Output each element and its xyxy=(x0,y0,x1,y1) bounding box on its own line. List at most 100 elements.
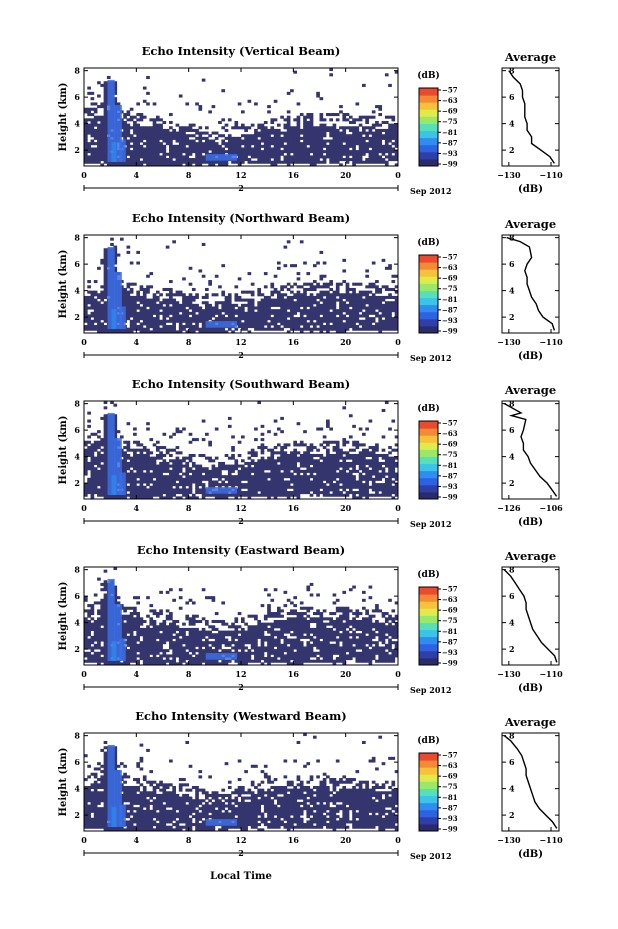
y-tick-label: 4 xyxy=(74,119,80,129)
colorbar-segment xyxy=(419,491,438,500)
x-tick-label: 0 xyxy=(395,503,401,513)
colorbar-segment xyxy=(419,802,438,811)
profile-x-tick-label: −110 xyxy=(539,835,563,845)
profile-x-tick-label: −130 xyxy=(497,835,521,845)
profile-frame xyxy=(501,566,560,666)
profile-x-tick-label: −130 xyxy=(497,337,521,347)
colorbar-segment xyxy=(419,311,438,320)
date-day-label: 2 xyxy=(238,516,244,526)
colorbar-segment xyxy=(419,484,438,493)
profile-title: Average xyxy=(504,383,556,397)
profile-title: Average xyxy=(504,50,556,64)
profile-x-label: (dB) xyxy=(518,351,543,362)
profile-y-tick-label: 6 xyxy=(509,757,515,767)
profile-y-tick-label: 6 xyxy=(509,591,515,601)
profile-y-tick-label: 2 xyxy=(509,644,515,654)
x-tick-label: 20 xyxy=(340,337,352,347)
colorbar-tick-label: −99 xyxy=(442,493,458,502)
x-tick-label: 8 xyxy=(186,170,192,180)
y-tick-label: 4 xyxy=(74,618,80,628)
colorbar-segment xyxy=(419,781,438,789)
x-axis-label: Local Time xyxy=(210,871,272,882)
colorbar-segment xyxy=(419,276,438,284)
profile-y-tick-label: 8 xyxy=(509,66,515,76)
y-axis-label: Height (km) xyxy=(58,582,69,651)
profile-y-tick-label: 8 xyxy=(509,565,515,575)
profile-x-tick-label: −110 xyxy=(539,669,563,679)
colorbar-segment xyxy=(419,137,438,146)
colorbar-tick-label: −69 xyxy=(442,274,458,283)
profile-y-tick-label: 8 xyxy=(509,233,515,243)
profile-x-label: (dB) xyxy=(518,517,543,528)
y-tick-label: 6 xyxy=(74,757,80,767)
date-day-label: 2 xyxy=(238,848,244,858)
colorbar-frame xyxy=(418,752,439,832)
profile-title: Average xyxy=(504,549,556,563)
colorbar-segment xyxy=(419,144,438,153)
colorbar-segment xyxy=(419,622,438,631)
panel-3: Echo Intensity (Eastward Beam) 2 4 6 8 Height… xyxy=(58,543,563,695)
colorbar-segment xyxy=(419,767,438,775)
profile-line xyxy=(504,402,558,497)
x-tick-label: 20 xyxy=(340,669,352,679)
colorbar-tick-label: −87 xyxy=(442,138,458,147)
colorbar-tick-label: −87 xyxy=(442,803,458,812)
profile-y-tick-label: 6 xyxy=(509,425,515,435)
x-tick-label: 12 xyxy=(235,170,246,180)
colorbar-tick-label: −87 xyxy=(442,637,458,646)
profile-title: Average xyxy=(504,217,556,231)
colorbar-frame xyxy=(418,87,439,167)
profile-y-tick-label: 6 xyxy=(509,259,515,269)
y-axis-label: Height (km) xyxy=(58,748,69,817)
colorbar-segment xyxy=(419,823,438,832)
colorbar-segment xyxy=(419,809,438,818)
x-tick-label: 4 xyxy=(134,337,140,347)
colorbar-segment xyxy=(419,615,438,623)
y-tick-label: 8 xyxy=(74,233,80,243)
profile-x-tick-label: −126 xyxy=(497,503,521,513)
colorbar-segment xyxy=(419,774,438,782)
colorbar-segment xyxy=(419,594,438,602)
colorbar-tick-label: −75 xyxy=(442,450,458,459)
colorbar-segment xyxy=(419,449,438,457)
y-tick-label: 6 xyxy=(74,259,80,269)
date-day-label: 2 xyxy=(238,682,244,692)
colorbar-tick-label: −99 xyxy=(442,160,458,169)
y-tick-label: 4 xyxy=(74,784,80,794)
profile-y-tick-label: 2 xyxy=(509,810,515,820)
colorbar-segment xyxy=(419,816,438,825)
date-label: Sep 2012 xyxy=(410,353,452,363)
x-tick-label: 0 xyxy=(395,170,401,180)
colorbar-tick-label: −99 xyxy=(442,659,458,668)
x-tick-label: 16 xyxy=(288,669,300,679)
x-tick-label: 4 xyxy=(134,669,140,679)
colorbar-tick-label: −57 xyxy=(442,86,458,95)
x-tick-label: 8 xyxy=(186,337,192,347)
colorbar-tick-label: −99 xyxy=(442,327,458,336)
colorbar-tick-label: −81 xyxy=(442,793,458,802)
panel-title: Echo Intensity (Northward Beam) xyxy=(132,211,350,225)
profile-line xyxy=(508,70,555,164)
x-tick-label: 8 xyxy=(186,669,192,679)
colorbar-tick-label: −99 xyxy=(442,825,458,834)
date-day-label: 2 xyxy=(238,183,244,193)
colorbar-segment xyxy=(419,109,438,117)
colorbar-segment xyxy=(419,650,438,659)
colorbar-tick-label: −87 xyxy=(442,471,458,480)
strong-echo xyxy=(119,472,126,496)
strong-echo xyxy=(119,804,126,828)
y-tick-label: 8 xyxy=(74,399,80,409)
colorbar-segment xyxy=(419,116,438,124)
y-tick-label: 2 xyxy=(74,478,80,488)
x-tick-label: 0 xyxy=(395,669,401,679)
x-tick-label: 20 xyxy=(340,835,352,845)
colorbar-tick-label: −75 xyxy=(442,782,458,791)
strong-echo xyxy=(111,641,117,662)
colorbar-tick-label: −63 xyxy=(442,263,458,272)
date-label: Sep 2012 xyxy=(410,519,452,529)
colorbar-tick-label: −63 xyxy=(442,96,458,105)
profile-y-tick-label: 4 xyxy=(509,784,515,794)
strong-echo xyxy=(107,412,115,496)
profile-frame xyxy=(501,400,560,500)
